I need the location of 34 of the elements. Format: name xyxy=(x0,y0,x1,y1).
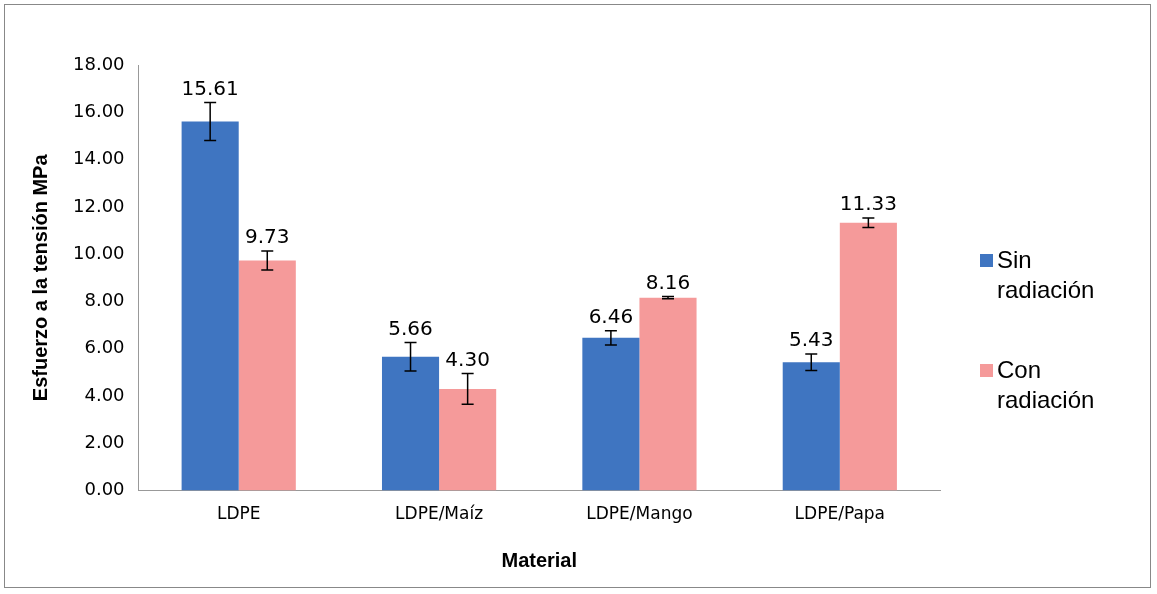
bar xyxy=(439,388,497,491)
x-tick-label: LDPE/Mango xyxy=(586,503,693,524)
bar xyxy=(181,121,239,491)
data-label: 5.43 xyxy=(789,327,834,352)
data-label: 9.73 xyxy=(245,224,290,249)
bar xyxy=(839,222,897,491)
y-tick-label: 6.00 xyxy=(84,336,125,358)
x-tick-label: LDPE/Papa xyxy=(794,503,886,524)
legend-label: Con radiación xyxy=(997,355,1096,415)
y-tick-label: 18.00 xyxy=(73,52,125,74)
y-axis-title: Esfuerzo a la tensión MPa xyxy=(28,153,51,402)
x-tick-label: LDPE/Maíz xyxy=(395,503,484,524)
data-label: 5.66 xyxy=(388,315,433,340)
x-axis-title: Material xyxy=(501,548,578,571)
y-tick-label: 16.00 xyxy=(73,99,125,121)
y-tick-label: 0.00 xyxy=(84,478,125,500)
data-label: 15.61 xyxy=(181,75,239,100)
data-label: 11.33 xyxy=(839,191,897,216)
bar xyxy=(582,337,640,491)
bar xyxy=(782,362,840,491)
y-tick-label: 4.00 xyxy=(84,383,125,405)
data-label: 4.30 xyxy=(445,346,490,371)
bar xyxy=(639,297,697,491)
x-tick-label: LDPE xyxy=(216,503,261,524)
bar xyxy=(381,356,440,491)
data-label: 8.16 xyxy=(645,269,691,294)
y-tick-label: 14.00 xyxy=(73,147,125,169)
y-tick-label: 2.00 xyxy=(84,430,125,452)
y-tick-label: 8.00 xyxy=(84,289,125,311)
y-tick-label: 10.00 xyxy=(73,241,125,263)
data-label: 6.46 xyxy=(588,303,634,328)
legend-label: Sin radiación xyxy=(997,245,1096,305)
bar xyxy=(238,260,296,491)
y-tick-label: 12.00 xyxy=(73,194,125,216)
